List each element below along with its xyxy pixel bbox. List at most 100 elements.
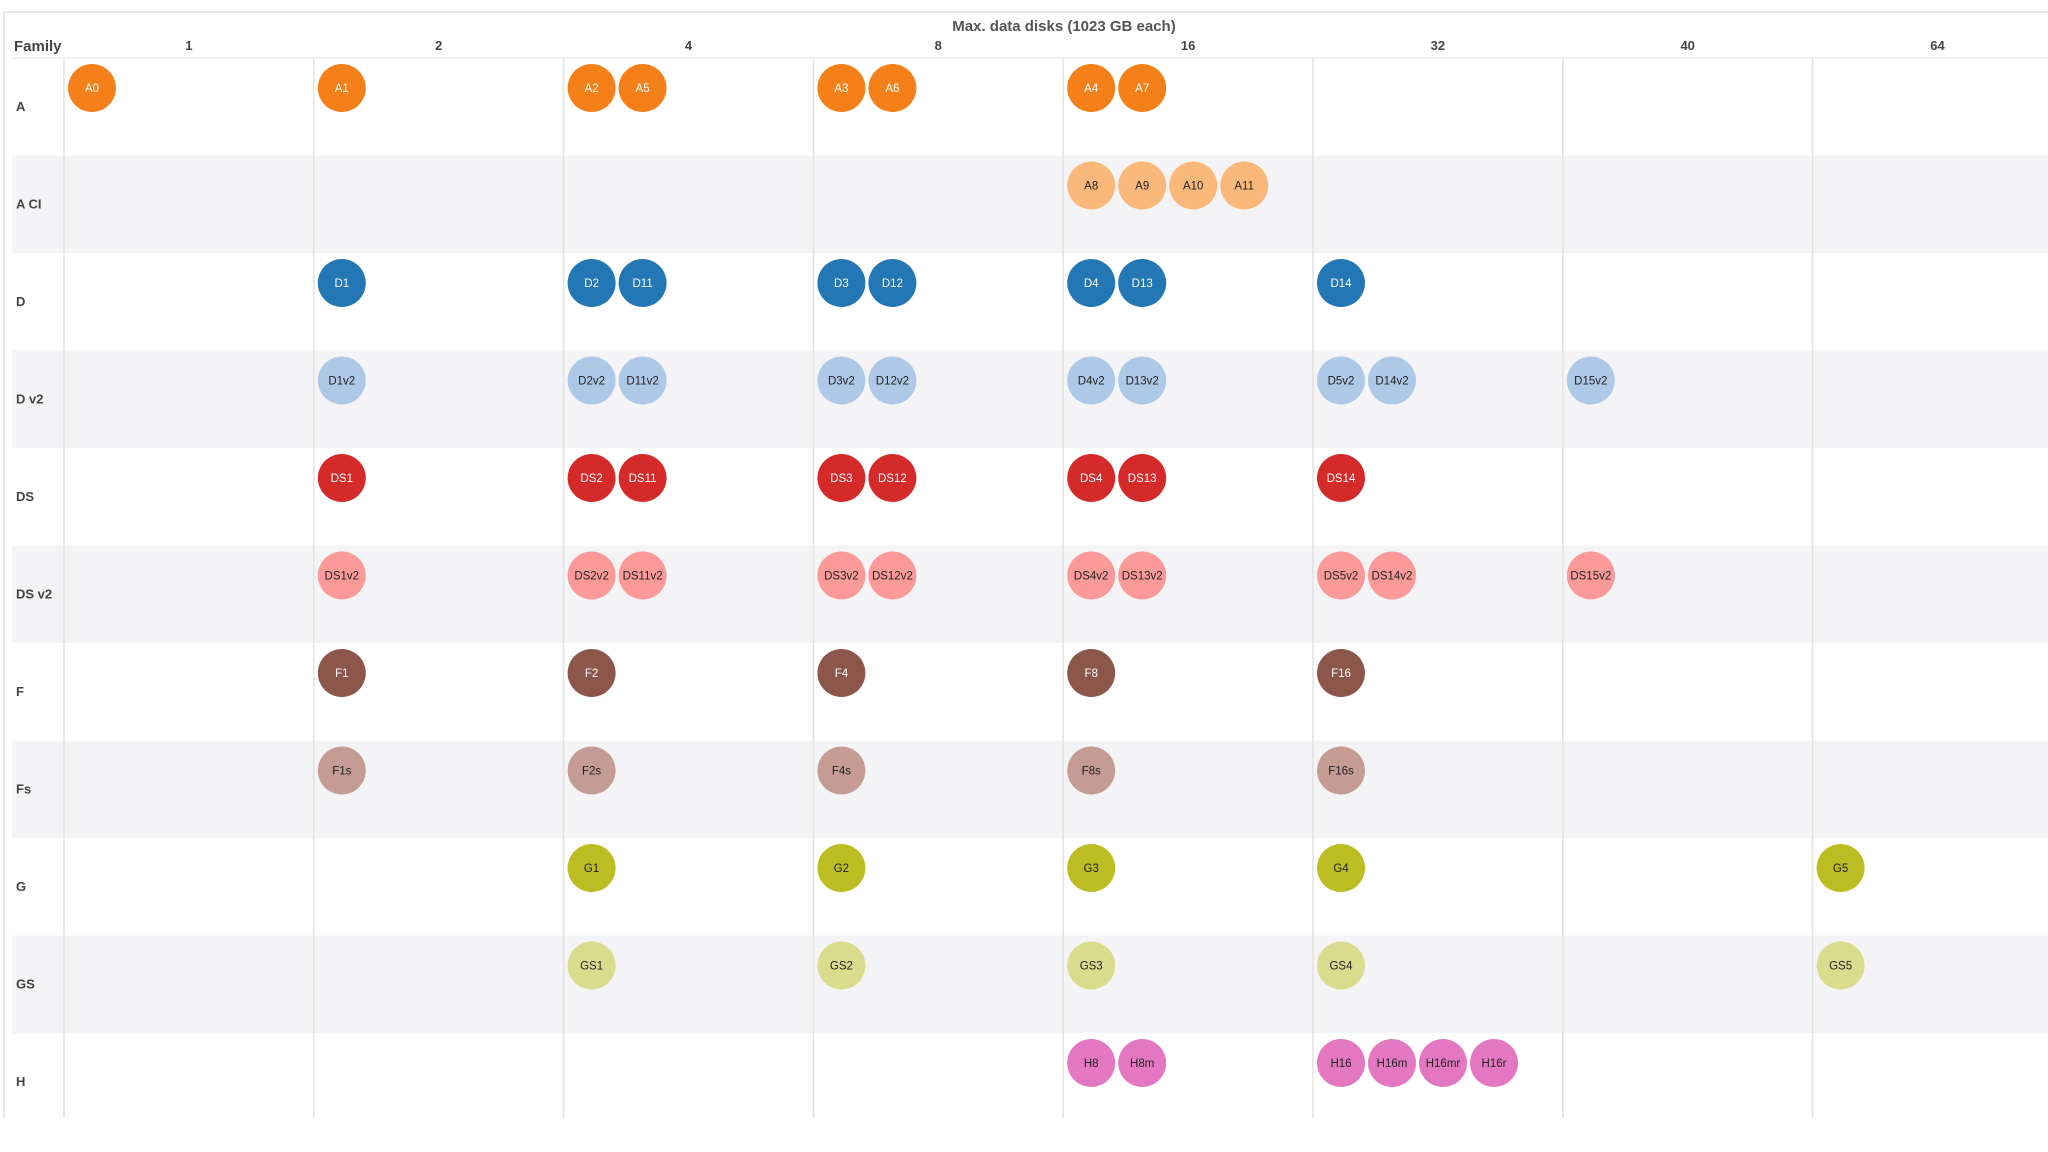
- vm-size-bubble: [317, 746, 366, 795]
- vm-size-label: DS11: [629, 473, 657, 485]
- vm-size-bubble: [1816, 844, 1865, 892]
- vm-size-label: DS4v2: [1074, 571, 1109, 583]
- vm-size-label: DS15v2: [1570, 571, 1611, 583]
- vm-size-bubble: [1368, 356, 1416, 405]
- vm-size-label: A10: [1183, 181, 1203, 193]
- vm-size-label: D13v2: [1126, 376, 1159, 388]
- vm-size-label: A8: [1084, 181, 1098, 193]
- vm-size-label: DS13v2: [1122, 571, 1163, 583]
- vm-size-bubble: [1317, 746, 1365, 795]
- row-stripes: [3, 11, 2048, 1118]
- vm-size-bubble: [317, 259, 366, 307]
- vm-size-label: DS14: [1327, 473, 1356, 485]
- vm-size-bubble: [817, 649, 866, 697]
- vm-size-bubble: [567, 941, 616, 990]
- vm-size-label: DS4: [1080, 473, 1103, 485]
- vm-size-bubble: [618, 551, 667, 600]
- vm-size-bubble: [1118, 1039, 1167, 1087]
- vm-size-label: D5v2: [1328, 376, 1355, 388]
- vm-size-label: H16mr: [1426, 1058, 1461, 1070]
- vm-size-label: F4s: [832, 766, 851, 778]
- chart-title: Max. data disks (1023 GB each): [952, 18, 1175, 35]
- vm-size-label: DS11v2: [623, 571, 663, 583]
- vm-size-label: G4: [1333, 863, 1349, 875]
- vm-size-bubble: [1067, 844, 1116, 892]
- vm-size-label: F8: [1084, 668, 1097, 680]
- vm-size-bubble: [1317, 844, 1365, 892]
- vm-size-label: DS3: [830, 473, 852, 485]
- vm-size-bubble: [618, 259, 667, 307]
- vm-size-label: H16r: [1482, 1058, 1507, 1070]
- vm-size-label: D14v2: [1375, 376, 1408, 388]
- row-label: GS: [16, 977, 35, 992]
- vm-size-bubble: [1067, 649, 1116, 697]
- vm-size-label: DS2v2: [574, 571, 609, 583]
- vm-size-label: DS5v2: [1324, 571, 1359, 583]
- vm-size-label: DS12: [878, 473, 907, 485]
- vm-size-bubble: [1169, 161, 1218, 210]
- row-stripe: [12, 740, 2048, 838]
- vm-size-label: A4: [1084, 83, 1099, 95]
- vm-size-bubble: [1566, 551, 1615, 600]
- vm-size-bubble: [868, 259, 917, 307]
- row-label: A CI: [16, 197, 42, 212]
- vm-size-bubble: [1118, 64, 1167, 112]
- vm-size-label: DS1v2: [325, 571, 360, 583]
- vm-size-label: F1s: [332, 766, 351, 778]
- vm-size-bubble: [618, 64, 667, 112]
- column-label: 4: [685, 38, 693, 53]
- vm-size-label: A2: [585, 83, 599, 95]
- vm-size-label: H16m: [1377, 1058, 1408, 1070]
- vm-size-bubble: [1317, 356, 1365, 405]
- vm-size-label: GS4: [1329, 961, 1353, 973]
- vm-size-bubble: [868, 551, 917, 600]
- vm-size-bubble: [1118, 259, 1167, 307]
- vm-size-bubble: [1118, 356, 1167, 405]
- vm-size-bubble: [567, 746, 616, 795]
- vm-size-bubble: [567, 356, 616, 405]
- vm-size-bubble: [567, 259, 616, 307]
- vm-size-label: F4: [835, 668, 849, 680]
- row-label: Fs: [16, 782, 31, 797]
- vm-size-label: DS13: [1128, 473, 1157, 485]
- vm-size-label: F16: [1331, 668, 1351, 680]
- vm-size-bubble: [618, 356, 667, 405]
- vm-size-bubble: [1317, 649, 1365, 697]
- vm-size-bubble: [618, 454, 667, 502]
- row-stripe: [12, 350, 2048, 448]
- vm-size-label: D3v2: [828, 376, 855, 388]
- vm-size-label: D15v2: [1574, 376, 1607, 388]
- family-column-header: Family: [14, 38, 62, 55]
- row-stripe: [12, 545, 2048, 643]
- vm-size-bubble: [868, 454, 917, 502]
- row-label: H: [16, 1074, 25, 1089]
- column-label: 1: [185, 38, 192, 53]
- row-labels: A A CI D D v2 DS DS v2 F Fs G GS H: [16, 99, 52, 1089]
- vm-size-bubble: [1118, 161, 1167, 210]
- vm-size-bubble: [817, 454, 866, 502]
- row-label: DS v2: [16, 587, 52, 602]
- vm-size-label: D4: [1084, 278, 1099, 290]
- vm-size-bubble: [817, 941, 866, 990]
- vm-size-bubble: [1067, 356, 1116, 405]
- vm-size-bubble: [317, 356, 366, 405]
- vm-size-bubble: [817, 746, 866, 795]
- vm-size-label: D14: [1330, 278, 1352, 290]
- vm-size-label: D4v2: [1078, 376, 1105, 388]
- vm-size-bubble: [567, 64, 616, 112]
- column-label: 2: [435, 38, 442, 53]
- vm-size-label: D11: [632, 278, 652, 290]
- vm-size-label: D12: [882, 278, 903, 290]
- row-label: G: [16, 879, 26, 894]
- vm-size-bubble: [68, 64, 116, 112]
- vm-size-label: D2v2: [578, 376, 605, 388]
- column-label: 8: [935, 38, 942, 53]
- vm-size-bubble: [1067, 454, 1116, 502]
- vm-size-label: D1v2: [328, 376, 355, 388]
- row-label: DS: [16, 489, 34, 504]
- column-label: 32: [1431, 38, 1445, 53]
- vm-size-label: D11v2: [626, 376, 658, 388]
- vm-size-label: GS2: [830, 961, 853, 973]
- vm-size-label: F2: [585, 668, 598, 680]
- vm-size-bubble: [1067, 259, 1116, 307]
